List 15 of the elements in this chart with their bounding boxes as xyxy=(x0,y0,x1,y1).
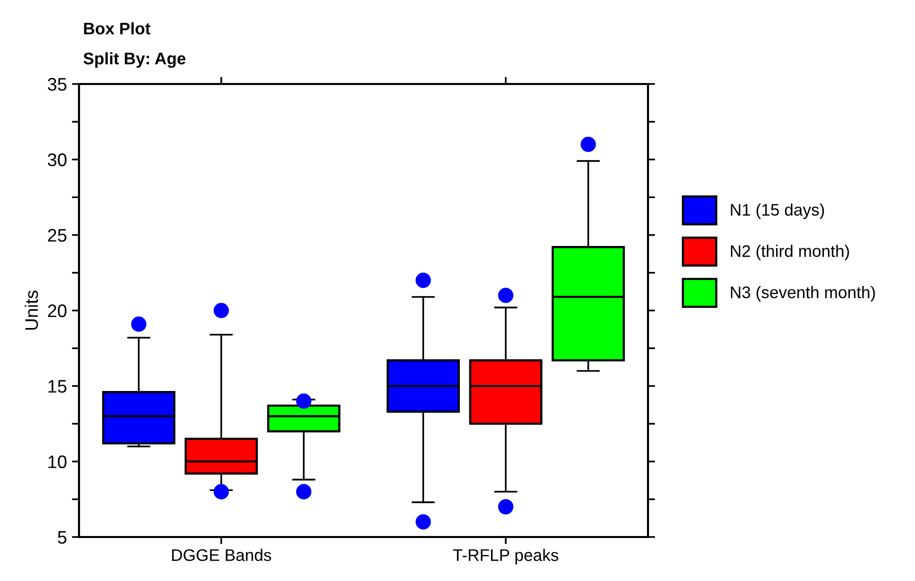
chart-title: Box Plot xyxy=(84,22,150,34)
chart-subtitle: Split By: Age xyxy=(83,52,186,68)
x-tick-label: DGGE Bands xyxy=(172,548,272,562)
y-axis-title: Units xyxy=(24,290,38,330)
legend-label: N2 (third month) xyxy=(730,244,849,260)
y-tick-label: 15 xyxy=(48,380,66,393)
y-tick-label: 25 xyxy=(48,228,66,242)
y-tick-label: 10 xyxy=(48,455,66,468)
x-tick-label: T-RFLP peaks xyxy=(453,548,558,564)
y-tick-label: 35 xyxy=(48,78,66,91)
y-tick-label: 30 xyxy=(48,153,66,166)
y-tick-label: 20 xyxy=(48,304,66,318)
legend-label: N3 (seventh month) xyxy=(730,286,875,302)
legend-label: N1 (15 days) xyxy=(730,203,824,220)
y-tick-label: 5 xyxy=(58,531,66,544)
